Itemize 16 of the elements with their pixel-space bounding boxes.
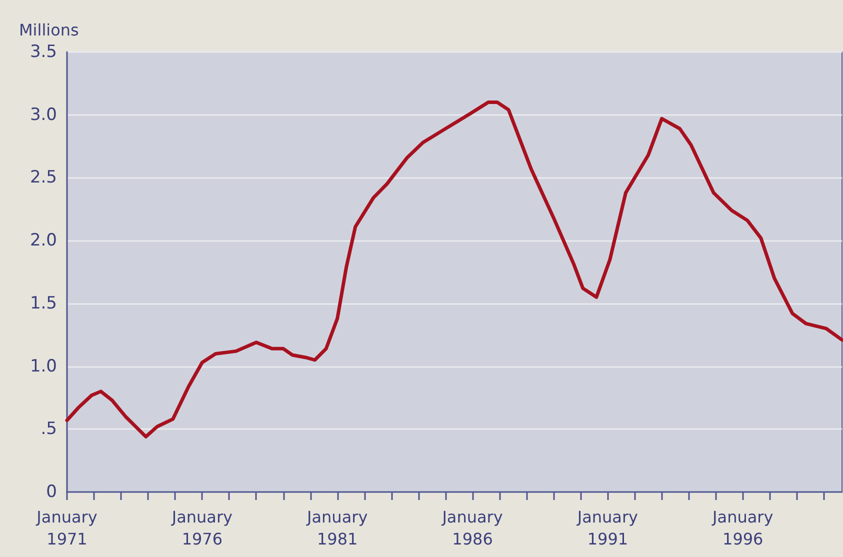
x-tick-label: January 1981 xyxy=(306,508,368,548)
y-tick-label: 3.5 xyxy=(30,42,57,62)
y-tick-label: .5 xyxy=(40,419,57,440)
x-tick-label: January 1991 xyxy=(576,508,638,548)
y-tick-label: 1.5 xyxy=(30,293,57,314)
x-tick-label: January 1976 xyxy=(170,508,233,548)
x-tick-label: January 1996 xyxy=(712,508,774,548)
y-axis-title: Millions xyxy=(19,20,79,40)
y-tick-label: 3.0 xyxy=(30,104,57,125)
x-tick-label: January 1971 xyxy=(36,508,98,548)
x-tick-label: January 1986 xyxy=(441,508,503,548)
y-tick-label: 1.0 xyxy=(30,356,57,376)
y-tick-label: 2.5 xyxy=(30,168,57,188)
y-tick-label: 0 xyxy=(46,482,57,502)
y-tick-label: 2.0 xyxy=(30,230,57,251)
line-series xyxy=(65,100,843,438)
